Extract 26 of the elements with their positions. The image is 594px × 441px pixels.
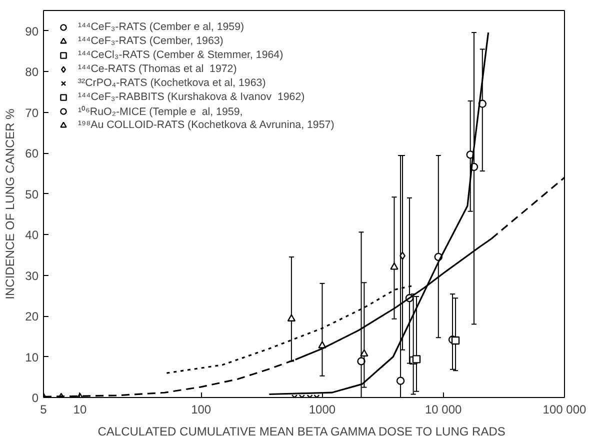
y-tick-label: 10: [25, 350, 39, 364]
legend-label: ³²CrPO₄-RATS (Kochetkova et al, 1963): [78, 76, 266, 90]
legend-label: ¹⁴⁴Ce-RATS (Thomas et al 1972): [78, 62, 237, 76]
y-tick-label: 30: [25, 268, 39, 283]
legend-label: ¹⁴⁴CeF₃-RABBITS (Kurshakova & Ivanov 1962): [78, 90, 305, 104]
x-tick-label: 1000: [308, 402, 336, 416]
y-tick-label: 40: [25, 228, 39, 242]
y-tick-label: 20: [25, 310, 39, 324]
legend-label: ¹⁹⁸Au COLLOID-RATS (Kochetkova & Avrunina, 1957): [78, 118, 334, 132]
legend-label: ¹⁴⁴CeF₃-RATS (Cember, 1963): [78, 34, 224, 48]
x-tick-label: 100 000: [542, 402, 587, 416]
y-tick-label: 50: [25, 187, 39, 202]
x-tick-label: 5: [40, 402, 48, 416]
y-tick-label: 90: [25, 24, 39, 38]
legend-label: ¹⁴⁴CeF₃-RATS (Cember e al, 1959): [78, 20, 244, 34]
legend-label: ¹⁰⁶RuO₂-MICE (Temple e al, 1959,: [78, 104, 243, 118]
y-tick-label: 80: [25, 65, 39, 80]
y-tick-label: 60: [25, 146, 39, 161]
y-axis-title: INCIDENCE OF LUNG CANCER %: [3, 108, 18, 300]
x-tick-label: 10 000: [425, 402, 462, 416]
x-tick-label: 10: [73, 402, 87, 416]
x-axis-title: CALCULATED CUMULATIVE MEAN BETA GAMMA DOSE TO LUNG RADS: [98, 424, 506, 438]
legend-label: ¹⁴⁴CeCl₃-RATS (Cember & Stemmer, 1964): [78, 48, 284, 62]
y-tick-label: 0: [32, 391, 39, 405]
y-tick-label: 70: [25, 106, 39, 120]
x-tick-label: 100: [191, 402, 212, 416]
